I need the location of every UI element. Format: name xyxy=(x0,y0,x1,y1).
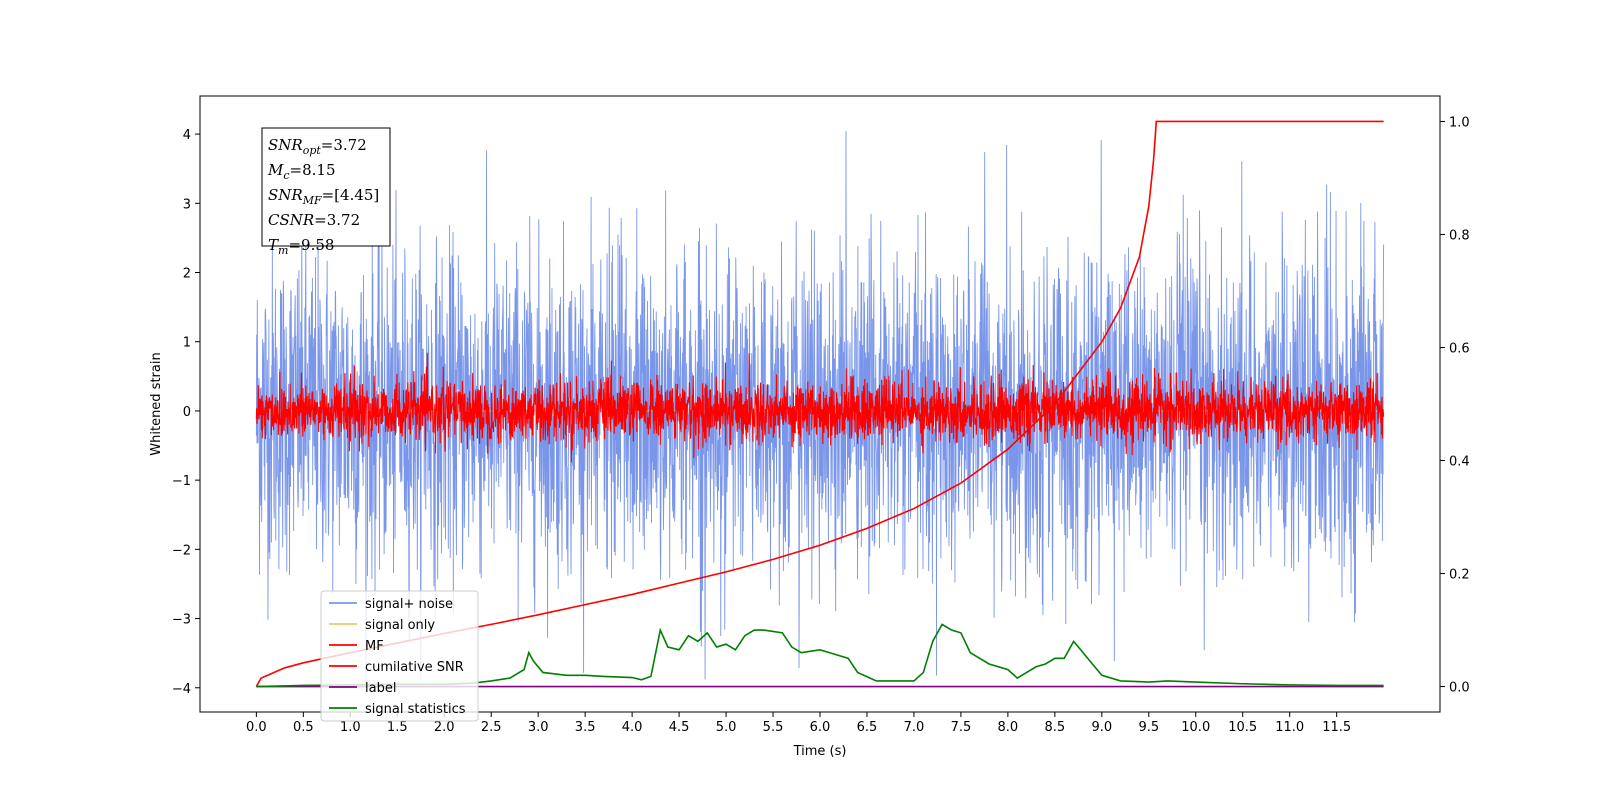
x-tick-label: 10.5 xyxy=(1228,720,1257,735)
x-tick-label: 3.5 xyxy=(575,720,596,735)
x-tick-label: 7.5 xyxy=(951,720,972,735)
y-axis-title: Whitened strain xyxy=(149,352,164,455)
series-2-line xyxy=(255,352,1385,463)
y-tick-label: 0 xyxy=(183,405,191,420)
y2-tick-label: 0.6 xyxy=(1449,341,1470,356)
x-axis: 0.0 0.5 1.0 1.5 2.0 2.5 3.0 3.5 4.0 4.5 5.0 5.5 6.0 6… xyxy=(246,712,1351,735)
x-tick-label: 8.5 xyxy=(1045,720,1066,735)
annotation-frame xyxy=(261,127,391,247)
y-axis-left: −4 −3 −2 −1 0 1 2 3 4 xyxy=(172,128,200,697)
annotation-line: Mc=8.15 xyxy=(267,161,336,182)
x-tick-label: 5.0 xyxy=(716,720,737,735)
y2-tick-label: 1.0 xyxy=(1449,115,1470,130)
y-tick-label: 1 xyxy=(183,336,191,351)
x-axis-title: Time (s) xyxy=(793,744,847,759)
series-5-line xyxy=(256,623,1384,688)
annotation-line: CSNR=3.72 xyxy=(268,211,360,229)
annotation-line: SNRMF=[4.45] xyxy=(268,186,379,207)
x-tick-label: 2.0 xyxy=(434,720,455,735)
y-tick-label: 3 xyxy=(183,197,191,212)
x-tick-label: 10.0 xyxy=(1181,720,1210,735)
series-0-line xyxy=(255,131,1385,688)
legend-entry: signal only xyxy=(365,618,435,633)
legend-entry: cumilative SNR xyxy=(365,660,464,675)
x-tick-label: 1.0 xyxy=(340,720,361,735)
legend-frame xyxy=(320,590,479,722)
annotation-line: SNRopt=3.72 xyxy=(268,136,367,157)
y-tick-label: 2 xyxy=(183,266,191,281)
x-tick-label: 6.5 xyxy=(857,720,878,735)
y-axis-right: 0.0 0.2 0.4 0.6 0.8 1.0 xyxy=(1440,115,1470,696)
x-tick-label: 9.0 xyxy=(1091,720,1112,735)
legend-entry: signal statistics xyxy=(365,702,466,717)
y-tick-label: −1 xyxy=(172,474,191,489)
legend-entry: signal+ noise xyxy=(365,597,453,612)
x-tick-label: 11.0 xyxy=(1275,720,1304,735)
x-tick-label: 5.5 xyxy=(763,720,784,735)
x-tick-label: 1.5 xyxy=(387,720,408,735)
y2-tick-label: 0.0 xyxy=(1449,681,1470,696)
legend-entry: label xyxy=(365,681,396,696)
x-tick-label: 8.0 xyxy=(998,720,1019,735)
annotation-box: SNRopt=3.72 Mc=8.15 SNRMF=[4.45] CSNR=3.72 T… xyxy=(261,127,391,257)
annotation-line: Tm=9.58 xyxy=(268,236,334,257)
y-tick-label: 4 xyxy=(183,128,191,143)
x-tick-label: 9.5 xyxy=(1138,720,1159,735)
x-tick-label: 6.0 xyxy=(810,720,831,735)
y-tick-label: −4 xyxy=(172,682,191,697)
x-tick-label: 4.5 xyxy=(669,720,690,735)
x-tick-label: 0.0 xyxy=(246,720,267,735)
legend-entry: MF xyxy=(365,639,384,654)
x-tick-label: 7.0 xyxy=(904,720,925,735)
y-tick-label: −2 xyxy=(172,543,191,558)
x-tick-label: 4.0 xyxy=(622,720,643,735)
y-tick-label: −3 xyxy=(172,613,191,628)
x-tick-label: 0.5 xyxy=(293,720,314,735)
y2-tick-label: 0.2 xyxy=(1449,568,1470,583)
x-tick-label: 2.5 xyxy=(481,720,502,735)
x-tick-label: 11.5 xyxy=(1322,720,1351,735)
y2-tick-label: 0.8 xyxy=(1449,228,1470,243)
y2-tick-label: 0.4 xyxy=(1449,455,1470,470)
legend: signal+ noise signal only MF cumilative SNR… xyxy=(320,590,479,722)
x-tick-label: 3.0 xyxy=(528,720,549,735)
